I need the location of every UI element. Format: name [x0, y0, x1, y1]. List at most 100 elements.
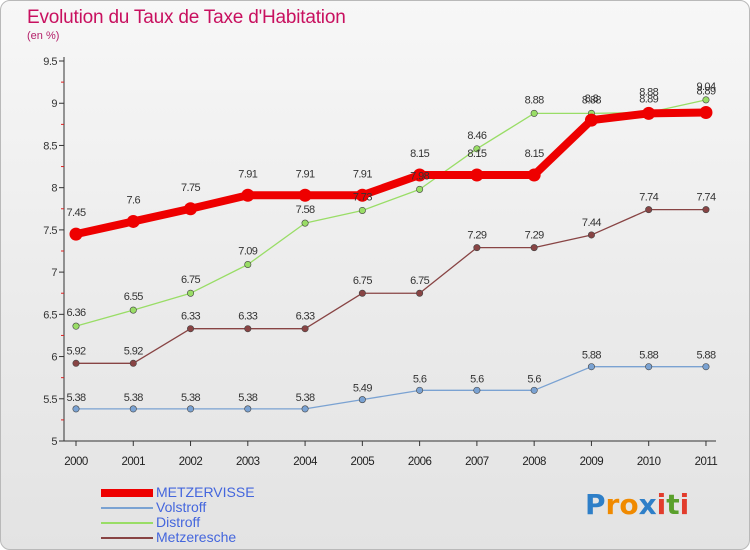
- data-label: 6.75: [410, 275, 429, 287]
- data-label: 8.88: [525, 94, 544, 106]
- data-point-metzervisse: [584, 113, 598, 127]
- y-tick-label: 7: [51, 267, 57, 279]
- data-point-metzeresche: [530, 244, 538, 252]
- chart-title: Evolution du Taux de Taxe d'Habitation: [27, 7, 346, 28]
- data-point-distroff: [72, 322, 80, 330]
- data-label: 5.92: [124, 345, 143, 357]
- y-tick-label: 9: [51, 98, 57, 110]
- legend-swatch: [101, 522, 153, 524]
- data-label: 5.38: [66, 392, 85, 404]
- proxiti-logo: Proxiti: [585, 488, 689, 521]
- data-label: 5.6: [527, 373, 541, 385]
- data-label: 7.44: [582, 217, 601, 229]
- y-tick-label: 8: [51, 183, 57, 195]
- data-point-volstroff: [129, 405, 137, 413]
- x-tick-label: 2005: [351, 456, 375, 468]
- data-point-metzeresche: [72, 359, 80, 367]
- x-tick-label: 2004: [293, 456, 318, 468]
- series-line-metzervisse: [72, 108, 710, 239]
- logo-letter: r: [605, 488, 620, 521]
- data-label: 7.91: [296, 168, 315, 180]
- series-line-distroff: [75, 99, 707, 327]
- data-label: 6.36: [66, 307, 85, 319]
- data-point-distroff: [187, 289, 195, 297]
- data-point-distroff: [244, 261, 252, 269]
- data-label: 7.29: [525, 230, 544, 242]
- logo-letter: x: [638, 488, 657, 521]
- x-tick-label: 2003: [236, 456, 260, 468]
- data-point-metzervisse: [642, 106, 656, 120]
- data-point-metzervisse: [699, 106, 713, 120]
- legend-swatch: [101, 489, 153, 497]
- data-point-metzeresche: [301, 325, 309, 333]
- x-tick-label: 2010: [637, 456, 661, 468]
- data-label: 5.38: [181, 392, 200, 404]
- data-label: 7.98: [410, 170, 429, 182]
- legend-label: METZERVISSE: [156, 484, 255, 500]
- logo-letter: i: [656, 488, 667, 521]
- data-point-metzeresche: [358, 289, 366, 297]
- legend-swatch: [101, 507, 153, 509]
- data-point-metzervisse: [241, 188, 255, 202]
- data-point-metzeresche: [244, 325, 252, 333]
- data-label: 7.58: [296, 204, 315, 216]
- data-point-distroff: [301, 219, 309, 227]
- data-label: 5.88: [696, 350, 715, 362]
- data-point-volstroff: [358, 396, 366, 404]
- x-tick-label: 2007: [465, 456, 489, 468]
- data-label: 7.09: [238, 246, 257, 258]
- series-line-metzeresche: [75, 208, 707, 364]
- y-tick-label: 5: [51, 436, 57, 448]
- data-label: 5.38: [238, 392, 257, 404]
- data-point-metzervisse: [184, 202, 198, 216]
- data-label: 5.38: [124, 392, 143, 404]
- legend-swatch: [101, 537, 153, 539]
- y-tick-label: 7.5: [43, 225, 57, 237]
- data-point-metzervisse: [355, 188, 369, 202]
- data-label: 8.89: [639, 94, 658, 106]
- data-point-distroff: [530, 109, 538, 117]
- legend-label: Volstroff: [156, 499, 207, 515]
- data-label: 7.73: [353, 191, 372, 203]
- x-tick-label: 2002: [179, 456, 203, 468]
- data-label: 7.6: [127, 194, 141, 206]
- data-point-volstroff: [473, 386, 481, 394]
- data-point-volstroff: [244, 405, 252, 413]
- data-point-metzervisse: [69, 227, 83, 241]
- data-point-volstroff: [587, 363, 595, 371]
- data-point-metzeresche: [129, 359, 137, 367]
- data-label: 5.6: [470, 373, 484, 385]
- data-point-metzeresche: [587, 231, 595, 239]
- data-label: 8.8: [585, 93, 599, 105]
- data-label: 8.46: [467, 130, 486, 142]
- data-point-distroff: [473, 145, 481, 153]
- data-label: 7.75: [181, 182, 200, 194]
- y-tick-label: 5.5: [43, 394, 57, 406]
- data-label: 5.88: [639, 350, 658, 362]
- data-label: 6.75: [181, 274, 200, 286]
- data-point-volstroff: [702, 363, 710, 371]
- data-label: 7.91: [238, 168, 257, 180]
- data-label: 7.29: [467, 230, 486, 242]
- legend-label: Distroff: [156, 514, 201, 530]
- data-label: 8.15: [410, 148, 429, 160]
- data-label: 6.33: [181, 311, 200, 323]
- series-line-volstroff: [75, 366, 707, 410]
- x-tick-label: 2000: [64, 456, 88, 468]
- data-point-metzeresche: [473, 244, 481, 252]
- legend-label: Metzeresche: [156, 529, 237, 545]
- data-point-metzeresche: [702, 206, 710, 214]
- data-label: 7.74: [696, 192, 715, 204]
- y-tick-label: 9.5: [43, 56, 57, 68]
- data-label: 7.91: [353, 168, 372, 180]
- data-point-distroff: [702, 96, 710, 104]
- data-point-metzervisse: [298, 188, 312, 202]
- data-point-volstroff: [645, 363, 653, 371]
- data-label: 5.88: [582, 350, 601, 362]
- data-point-volstroff: [301, 405, 309, 413]
- data-label: 6.33: [296, 311, 315, 323]
- data-label: 8.15: [525, 148, 544, 160]
- data-point-metzervisse: [527, 168, 541, 182]
